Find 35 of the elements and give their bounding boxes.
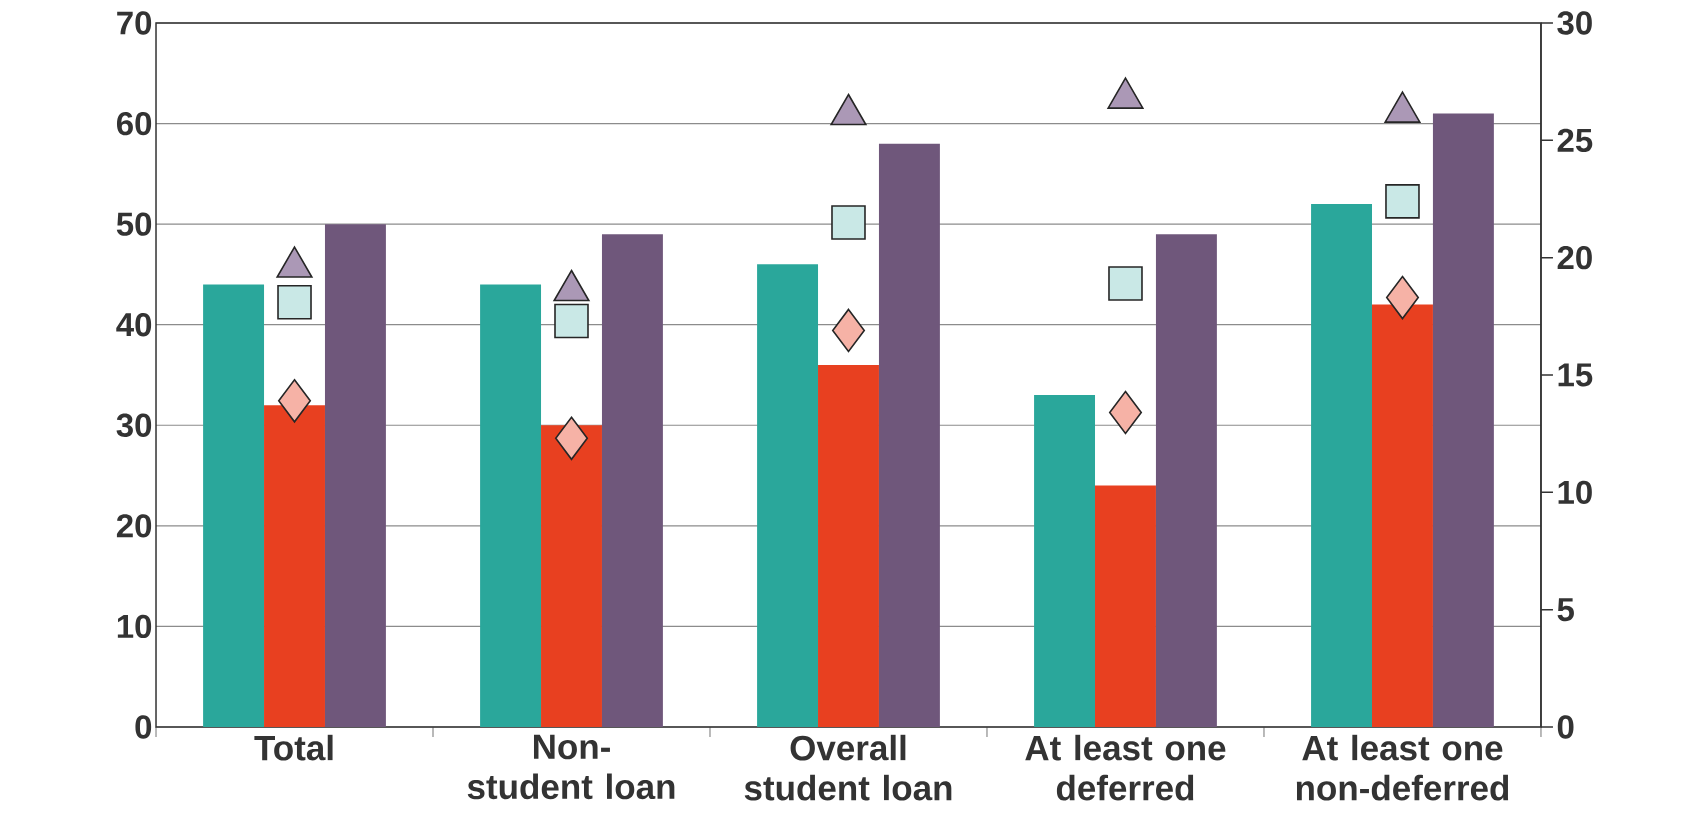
- y2-tick-label: 25: [1557, 128, 1593, 153]
- bar: [1095, 485, 1156, 727]
- x-tick-label: At least one non-deferred: [1296, 734, 1509, 801]
- bar: [480, 284, 542, 727]
- y-tick-label: 70: [117, 11, 152, 35]
- x-tick-label: Overall student loan: [744, 734, 952, 801]
- y-tick-label: 20: [116, 514, 152, 538]
- y2-tick-label: 5: [1557, 598, 1574, 622]
- x-tick-label: Total: [254, 734, 333, 761]
- y-tick-label: 0: [135, 715, 152, 739]
- y-tick-label: 30: [116, 413, 152, 437]
- y2-tick-label: 30: [1557, 11, 1592, 35]
- y-tick-label: 40: [116, 313, 152, 337]
- y2-tick-label: 10: [1558, 480, 1592, 505]
- y2-tick-label: 15: [1558, 363, 1593, 387]
- bar: [818, 364, 879, 727]
- y-tick-label: 50: [116, 212, 152, 236]
- y-tick-label: 10: [117, 614, 152, 639]
- bar: [203, 284, 265, 727]
- x-tick-label: At least one deferred: [1025, 734, 1226, 801]
- bar: [878, 143, 940, 727]
- y2-tick-label: 0: [1557, 715, 1574, 739]
- bar: [1034, 395, 1096, 727]
- bar: [601, 234, 663, 727]
- bar: [1372, 304, 1433, 727]
- bar: [1311, 204, 1373, 727]
- bar: [324, 224, 386, 727]
- bar: [1155, 234, 1217, 727]
- bar: [1432, 113, 1494, 727]
- y-tick-label: 60: [116, 111, 152, 136]
- y2-tick-label: 20: [1557, 245, 1592, 270]
- x-tick-label: Non-student loan: [467, 734, 675, 800]
- bar: [541, 425, 602, 727]
- bar: [757, 264, 819, 727]
- bar: [264, 405, 325, 727]
